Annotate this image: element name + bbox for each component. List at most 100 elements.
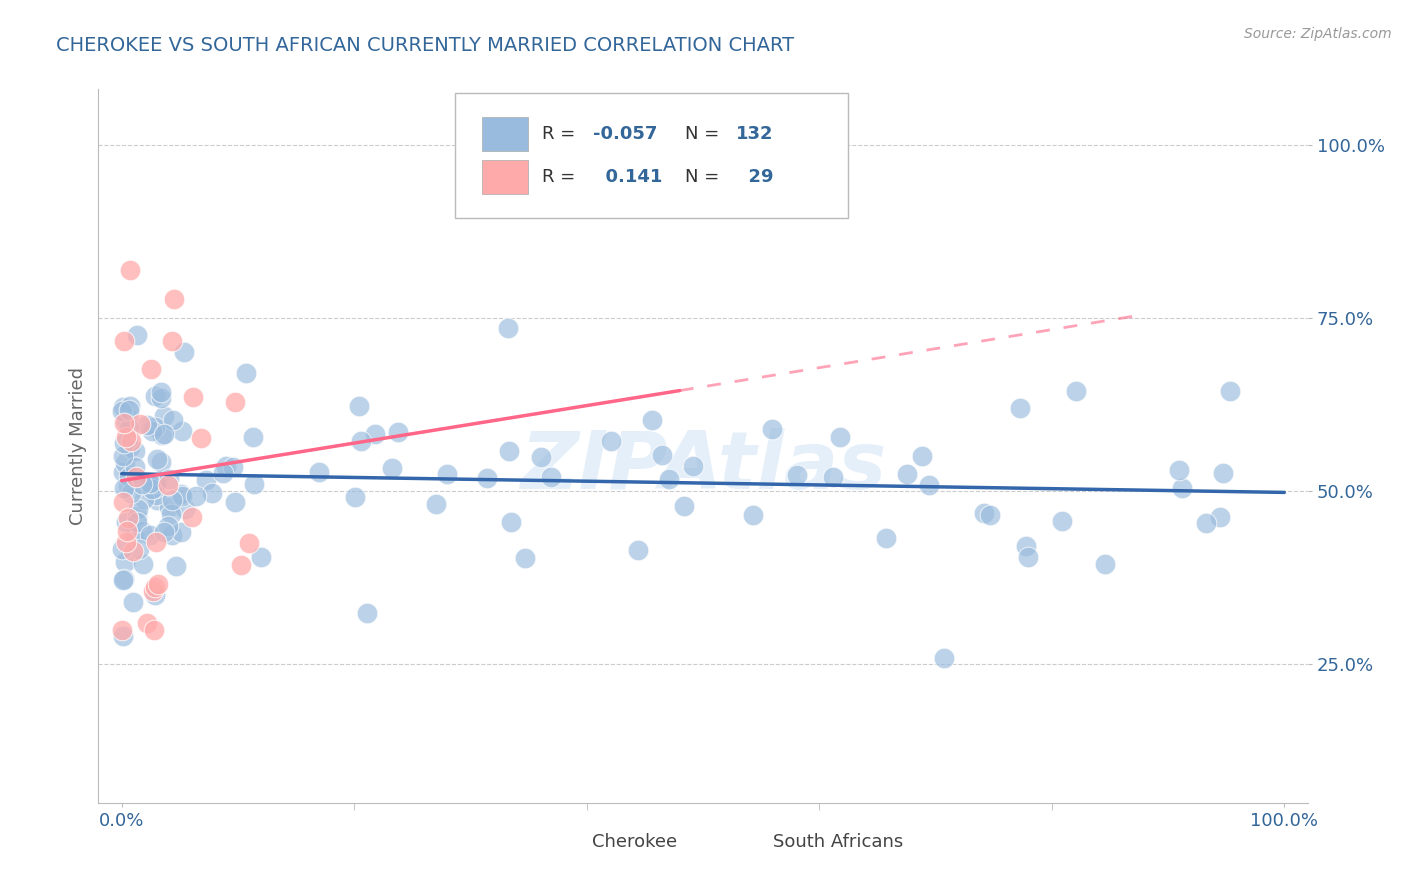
Point (135, 475, 157, 489)
Point (364, 427, 387, 442)
Point (120, 486, 142, 500)
Point (911, 449, 934, 463)
Point (120, 434, 142, 448)
Point (145, 534, 167, 549)
Point (143, 475, 166, 490)
Text: South Africans: South Africans (773, 833, 904, 851)
Point (111, 542, 134, 557)
Point (117, 478, 139, 492)
Point (120, 440, 142, 454)
Point (112, 334, 135, 349)
Point (387, 425, 409, 439)
Point (141, 361, 163, 376)
Point (243, 476, 266, 491)
Point (499, 516, 522, 530)
Point (195, 474, 218, 488)
Point (132, 492, 155, 507)
Point (356, 606, 378, 620)
Point (145, 452, 167, 467)
Point (129, 417, 152, 431)
Point (157, 518, 180, 533)
Point (347, 399, 370, 413)
Point (186, 489, 208, 503)
Point (1015, 539, 1038, 553)
Point (1010, 401, 1032, 415)
Point (222, 460, 245, 475)
Point (214, 458, 236, 473)
Point (143, 580, 166, 594)
Point (540, 470, 562, 484)
Point (146, 492, 169, 507)
Point (973, 507, 995, 521)
Point (157, 472, 180, 486)
Point (143, 587, 166, 601)
Point (682, 458, 704, 473)
Point (127, 502, 149, 516)
Point (308, 465, 330, 479)
Point (173, 345, 195, 359)
Point (1064, 384, 1087, 398)
Text: R =: R = (543, 168, 581, 186)
Point (235, 366, 257, 380)
Point (128, 542, 150, 557)
Point (641, 413, 664, 427)
Text: Cherokee: Cherokee (592, 833, 676, 851)
Point (160, 492, 183, 507)
Point (112, 629, 135, 643)
Point (600, 434, 623, 449)
Point (1168, 463, 1191, 477)
Point (761, 422, 783, 436)
Point (163, 292, 186, 306)
Point (896, 467, 918, 482)
Point (142, 583, 165, 598)
Point (172, 489, 194, 503)
Text: 0.141: 0.141 (593, 168, 662, 186)
Point (786, 467, 808, 482)
Bar (482, 160, 527, 194)
Point (1195, 516, 1218, 530)
Point (139, 476, 162, 491)
Text: ZIPAtlas: ZIPAtlas (520, 428, 886, 507)
Point (174, 502, 197, 516)
Point (1212, 466, 1234, 480)
Point (658, 472, 681, 486)
Point (153, 524, 176, 539)
Text: CHEROKEE VS SOUTH AFRICAN CURRENTLY MARRIED CORRELATION CHART: CHEROKEE VS SOUTH AFRICAN CURRENTLY MARR… (56, 36, 794, 54)
Bar (546, 829, 579, 855)
Point (224, 495, 246, 509)
Point (475, 471, 498, 485)
Point (149, 391, 172, 405)
Point (148, 577, 170, 591)
Point (162, 413, 184, 427)
Point (823, 470, 845, 484)
Point (143, 389, 166, 403)
Point (141, 482, 163, 496)
Point (1017, 549, 1039, 564)
Point (1094, 557, 1116, 571)
Point (183, 390, 205, 404)
Point (114, 556, 136, 570)
Text: 29: 29 (735, 168, 773, 186)
Point (1171, 482, 1194, 496)
Point (530, 450, 553, 464)
Point (111, 404, 134, 418)
Point (160, 527, 183, 541)
Point (111, 623, 134, 637)
Point (142, 623, 165, 637)
Point (145, 476, 167, 491)
Point (350, 434, 373, 448)
Point (127, 509, 149, 524)
Point (1208, 510, 1230, 524)
Point (118, 399, 141, 413)
Point (627, 543, 650, 558)
Text: Source: ZipAtlas.com: Source: ZipAtlas.com (1244, 27, 1392, 41)
Point (112, 572, 135, 586)
Point (343, 490, 366, 504)
Point (917, 478, 939, 492)
Point (131, 477, 153, 491)
Point (828, 430, 851, 444)
Point (112, 494, 135, 508)
Point (135, 418, 157, 433)
Bar (482, 117, 527, 152)
Point (651, 448, 673, 462)
